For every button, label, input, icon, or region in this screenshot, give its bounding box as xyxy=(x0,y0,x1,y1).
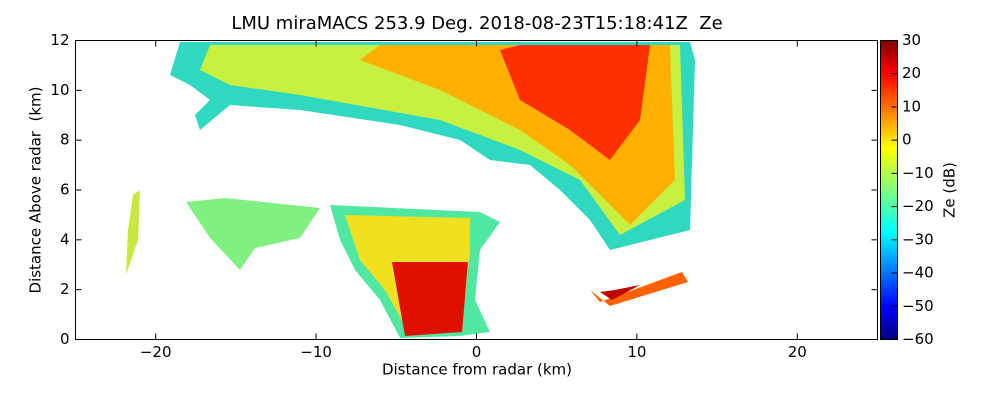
colorbar-tick-label: −10 xyxy=(902,164,934,182)
colorbar-tick-label: −20 xyxy=(902,197,934,215)
colorbar-tick-label: −50 xyxy=(902,297,934,315)
y-tick-label: 2 xyxy=(60,280,70,298)
chart-title: LMU miraMACS 253.9 Deg. 2018-08-23T15:18… xyxy=(231,13,722,34)
x-tick-label: −10 xyxy=(300,343,332,361)
colorbar-tick-label: 10 xyxy=(902,97,921,115)
x-tick-label: 0 xyxy=(472,343,482,361)
y-tick-label: 10 xyxy=(50,81,69,99)
x-axis-label: Distance from radar (km) xyxy=(382,361,572,379)
y-tick-label: 8 xyxy=(60,131,70,149)
colorbar xyxy=(880,40,898,340)
colorbar-tick-label: −30 xyxy=(902,230,934,248)
colorbar-tick-label: −40 xyxy=(902,264,934,282)
y-axis-label: Distance Above radar (km) xyxy=(27,87,45,294)
radar-echo xyxy=(126,42,695,338)
colorbar-label: Ze (dB) xyxy=(941,162,959,218)
colorbar-tick-label: −60 xyxy=(902,330,934,348)
y-tick-label: 6 xyxy=(60,181,70,199)
x-tick-label: −20 xyxy=(140,343,172,361)
x-tick-label: 10 xyxy=(627,343,646,361)
colorbar-tick-label: 20 xyxy=(902,64,921,82)
x-tick-label: 20 xyxy=(788,343,807,361)
colorbar-tick-label: 30 xyxy=(902,31,921,49)
colorbar-tick-label: 0 xyxy=(902,131,912,149)
y-tick-label: 0 xyxy=(60,330,70,348)
y-tick-label: 12 xyxy=(50,31,69,49)
y-tick-label: 4 xyxy=(60,230,70,248)
